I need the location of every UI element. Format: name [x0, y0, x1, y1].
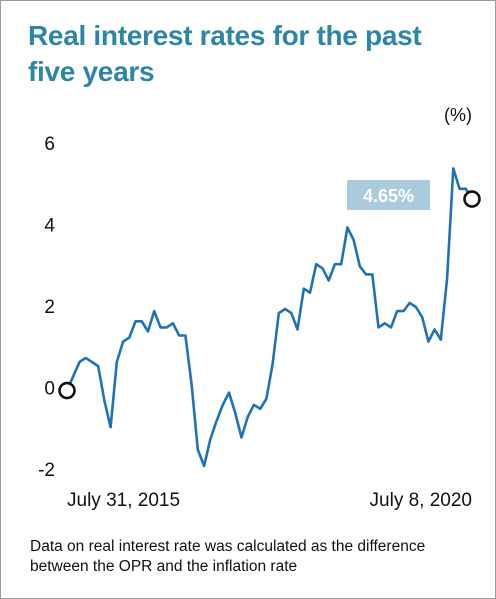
footnote: Data on real interest rate was calculate…	[30, 538, 426, 575]
callout-label: 4.65%	[363, 186, 414, 206]
y-tick-label: 0	[44, 379, 55, 400]
callout-box	[347, 180, 430, 210]
y-axis-ticks: 6 4 2 0 -2	[38, 134, 55, 481]
y-tick-label: 6	[44, 134, 55, 155]
y-tick-label: 2	[44, 297, 55, 318]
x-axis-ticks: July 31, 2015 July 8, 2020	[67, 490, 472, 511]
x-tick-label: July 31, 2015	[67, 490, 180, 511]
unit-label: (%)	[444, 105, 472, 125]
y-tick-label: 4	[44, 216, 55, 237]
start-point-marker	[58, 381, 76, 400]
y-tick-label: -2	[38, 460, 55, 481]
end-point-marker	[463, 190, 481, 208]
chart-title: Real interest rates for the past five ye…	[28, 20, 422, 87]
x-tick-label: July 8, 2020	[370, 490, 472, 511]
series-line	[65, 167, 474, 468]
